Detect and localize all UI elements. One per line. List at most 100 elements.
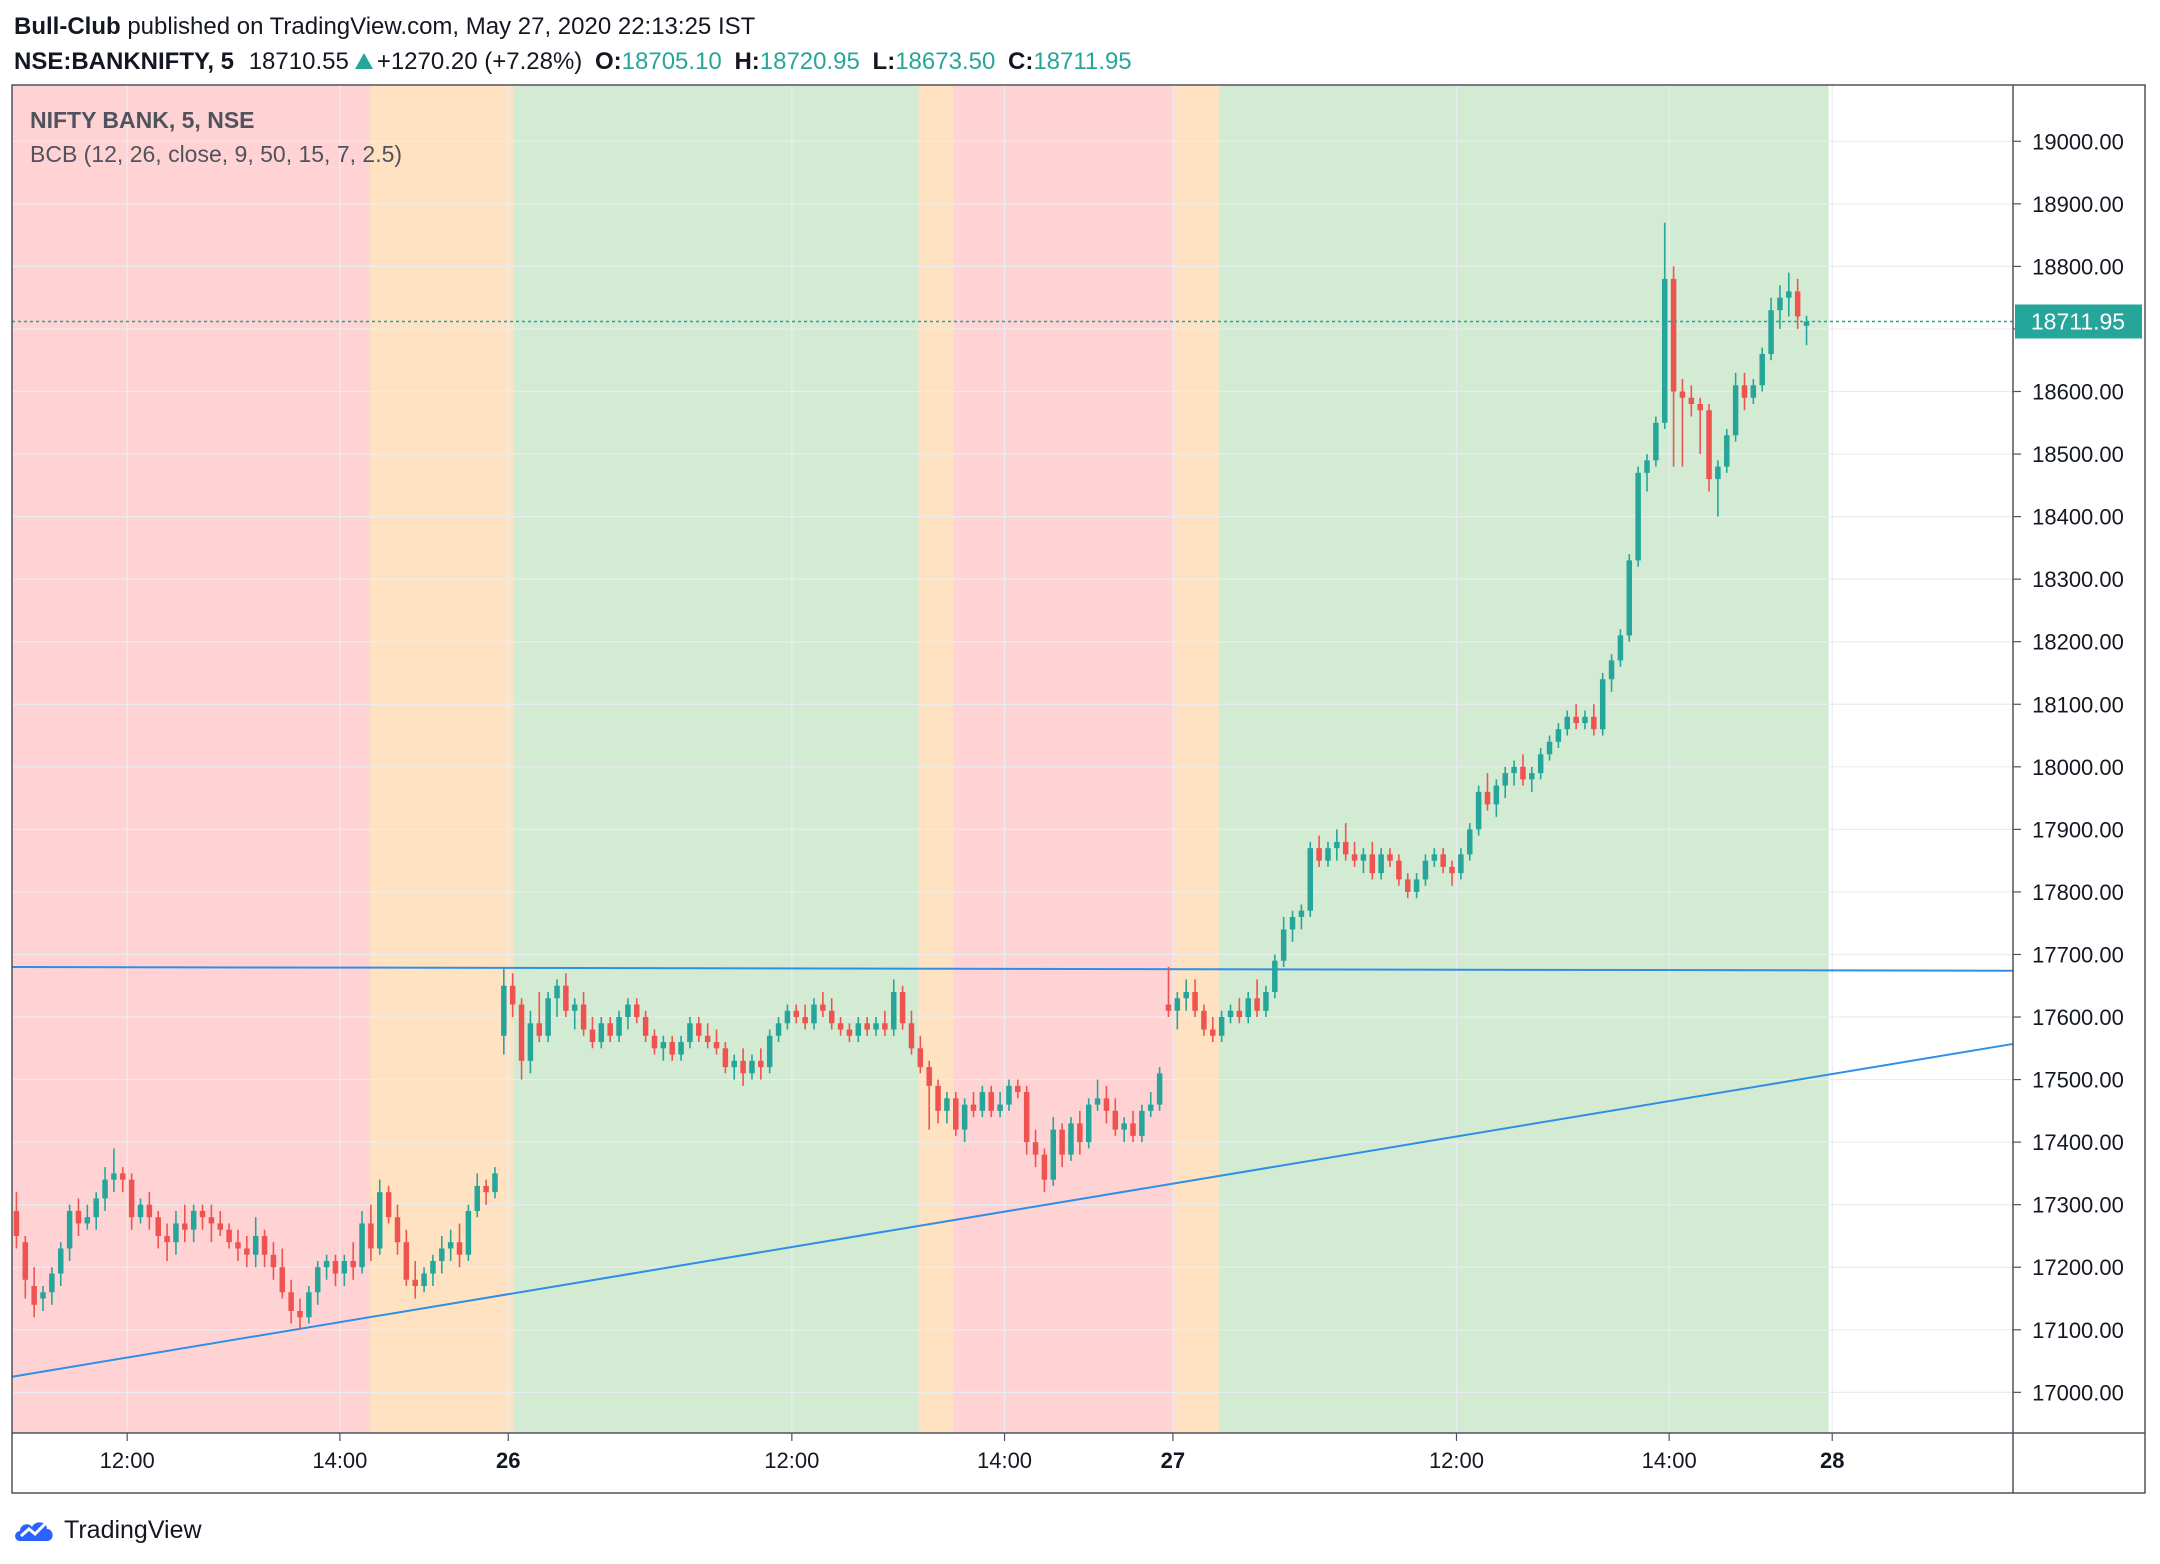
x-tick-label: 27 bbox=[1161, 1448, 1185, 1473]
candle bbox=[120, 1167, 126, 1193]
candle-body bbox=[1059, 1129, 1065, 1155]
footer-brand-label: TradingView bbox=[64, 1515, 202, 1544]
candle-body bbox=[359, 1223, 365, 1268]
candle-body bbox=[1112, 1110, 1119, 1130]
candle bbox=[483, 1179, 489, 1205]
candle bbox=[182, 1204, 188, 1243]
candle-body bbox=[120, 1173, 126, 1180]
legend-title[interactable]: NIFTY BANK, 5, NSE bbox=[30, 107, 255, 133]
candle-body bbox=[545, 998, 551, 1036]
candle-body bbox=[306, 1292, 312, 1318]
candle-body bbox=[1360, 854, 1367, 861]
high-value: 18720.95 bbox=[759, 48, 860, 75]
candle bbox=[891, 979, 897, 1036]
candle-body bbox=[1068, 1123, 1074, 1155]
candle bbox=[430, 1254, 436, 1287]
footer-brand[interactable]: TradingView bbox=[12, 1510, 202, 1550]
candle-body bbox=[1679, 391, 1686, 398]
candle bbox=[1298, 904, 1305, 930]
candle-body bbox=[1661, 278, 1668, 423]
y-tick-label: 17400.00 bbox=[2032, 1130, 2124, 1155]
y-tick-label: 18800.00 bbox=[2032, 254, 2124, 279]
candle bbox=[111, 1148, 117, 1193]
candle bbox=[1351, 841, 1358, 867]
candle bbox=[1077, 1110, 1083, 1155]
candle bbox=[1192, 979, 1198, 1018]
candle bbox=[811, 998, 817, 1030]
candle bbox=[1085, 1098, 1092, 1149]
trendlines[interactable] bbox=[11, 965, 2014, 1378]
candle-body bbox=[1272, 960, 1278, 993]
candle-body bbox=[217, 1223, 224, 1230]
candle-body bbox=[164, 1235, 170, 1243]
candle bbox=[625, 998, 631, 1030]
candle bbox=[1334, 829, 1340, 861]
candle bbox=[1236, 998, 1243, 1024]
candle-body bbox=[607, 1023, 613, 1036]
candle-body bbox=[1467, 829, 1473, 855]
candle bbox=[208, 1204, 215, 1243]
candle-body bbox=[997, 1104, 1003, 1111]
candle-body bbox=[899, 992, 906, 1024]
candle bbox=[731, 1054, 737, 1080]
symbol-label[interactable]: NSE:BANKNIFTY, 5 bbox=[14, 48, 235, 75]
author-name[interactable]: Bull-Club bbox=[14, 13, 121, 40]
y-tick-label: 17900.00 bbox=[2032, 817, 2124, 842]
candle bbox=[1591, 704, 1597, 736]
candle bbox=[1617, 629, 1624, 667]
candle-body bbox=[1706, 410, 1712, 480]
low-label: L: bbox=[872, 48, 896, 75]
candle-body bbox=[713, 1042, 720, 1049]
candle-body bbox=[1750, 385, 1757, 398]
candle-body bbox=[492, 1173, 498, 1193]
candle-body bbox=[704, 1035, 711, 1043]
y-tick-label: 18400.00 bbox=[2032, 505, 2124, 530]
y-tick-label: 17500.00 bbox=[2032, 1068, 2124, 1093]
candle-body bbox=[1121, 1123, 1127, 1130]
candle bbox=[1688, 385, 1695, 417]
candle-body bbox=[1582, 716, 1588, 724]
candle bbox=[1201, 1004, 1207, 1036]
time-axis[interactable]: 12:00 14:00 26 12:00 14:00 27 12:00 14:00 28 bbox=[100, 1433, 1845, 1473]
candle bbox=[13, 1192, 20, 1249]
y-tick-label: 17300.00 bbox=[2032, 1193, 2124, 1218]
candle bbox=[66, 1204, 73, 1261]
candle-body bbox=[1077, 1123, 1083, 1143]
y-tick-label: 17800.00 bbox=[2032, 880, 2124, 905]
candle-body bbox=[1777, 297, 1783, 311]
candle bbox=[988, 1085, 994, 1118]
candle-body bbox=[1165, 1004, 1172, 1011]
candle bbox=[820, 992, 826, 1018]
candle bbox=[155, 1210, 161, 1249]
candle-body bbox=[40, 1292, 46, 1299]
candle bbox=[899, 985, 906, 1030]
price-chart[interactable]: 17000.00 17100.00 17200.00 17300.00 17400.00… bbox=[0, 0, 2160, 1500]
candle-body bbox=[474, 1185, 480, 1211]
zone-orange-1 bbox=[370, 85, 514, 1433]
candle-body bbox=[1697, 404, 1703, 411]
candle-body bbox=[1608, 660, 1615, 680]
candle-body bbox=[1147, 1104, 1154, 1111]
candle-body bbox=[1085, 1104, 1092, 1143]
candle bbox=[190, 1204, 197, 1243]
candle-body bbox=[784, 1010, 791, 1024]
candle-body bbox=[1653, 422, 1659, 461]
legend-indicator[interactable]: BCB (12, 26, close, 9, 50, 15, 7, 2.5) bbox=[30, 141, 402, 167]
candle bbox=[961, 1098, 968, 1143]
candle bbox=[882, 1010, 888, 1036]
candle bbox=[1227, 1004, 1234, 1024]
candle bbox=[837, 1017, 844, 1036]
candle-body bbox=[1475, 791, 1482, 830]
candle bbox=[128, 1173, 135, 1230]
y-tick-label: 17200.00 bbox=[2032, 1255, 2124, 1280]
candle-body bbox=[1245, 998, 1251, 1018]
candle bbox=[146, 1192, 153, 1230]
candle bbox=[1139, 1104, 1145, 1143]
candle-body bbox=[155, 1217, 161, 1236]
candle-body bbox=[1688, 397, 1695, 405]
candle-body bbox=[146, 1204, 153, 1218]
trendline-0 bbox=[11, 965, 2014, 972]
candle-body bbox=[430, 1260, 436, 1274]
candle-body bbox=[1741, 385, 1748, 398]
candle bbox=[350, 1242, 356, 1280]
